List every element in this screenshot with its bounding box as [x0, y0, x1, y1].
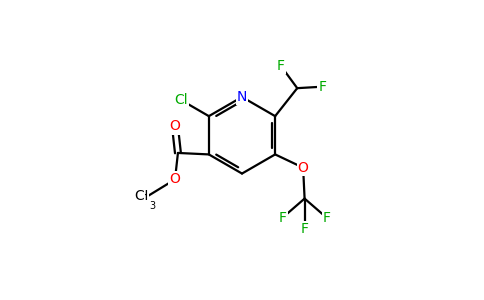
Text: N: N	[237, 90, 247, 104]
Text: O: O	[298, 161, 309, 175]
Text: O: O	[169, 172, 181, 186]
Text: F: F	[318, 80, 326, 94]
Text: F: F	[278, 211, 287, 225]
Text: F: F	[323, 211, 331, 225]
Text: 3: 3	[149, 201, 155, 211]
Text: H: H	[138, 189, 149, 202]
Text: C: C	[135, 189, 144, 202]
Text: Cl: Cl	[174, 93, 188, 107]
Text: O: O	[169, 119, 181, 134]
Text: F: F	[301, 223, 309, 236]
Text: F: F	[277, 59, 285, 73]
